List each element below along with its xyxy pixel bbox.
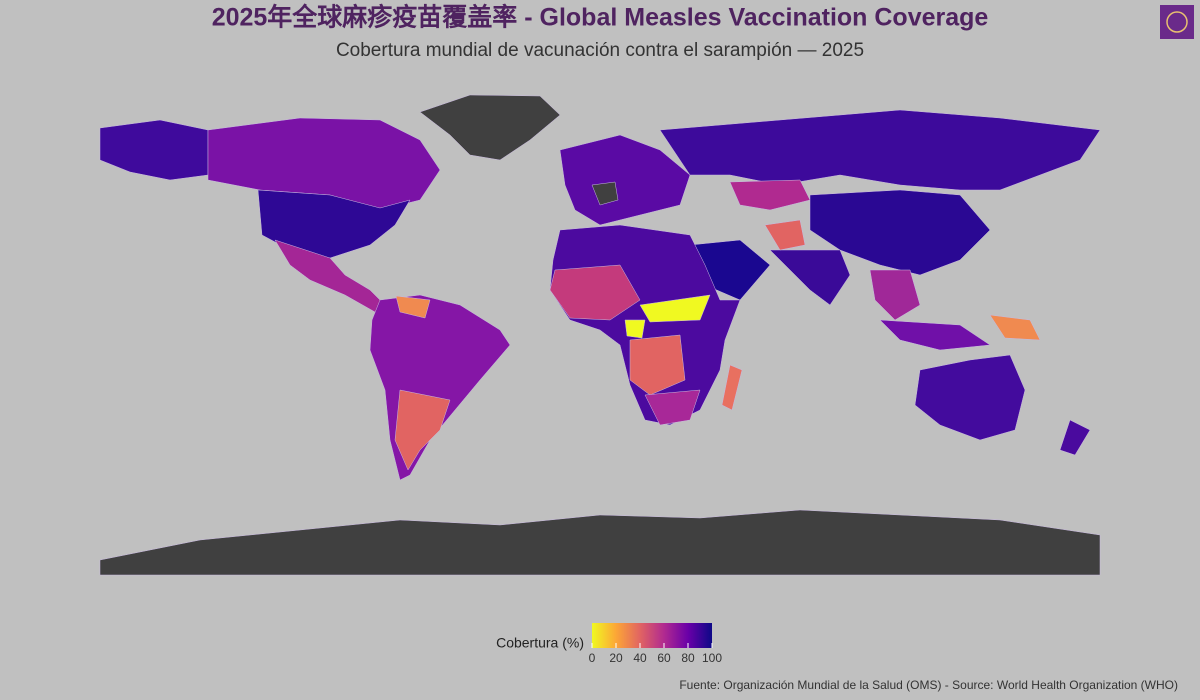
legend-title: Cobertura (%) [496,635,584,651]
colorbar-ticks: 0 20 40 60 80 100 [589,643,722,665]
source-note: Fuente: Organización Mundial de la Salud… [679,678,1178,692]
world-map [99,94,1101,576]
colorbar-tick-label: 100 [702,651,722,665]
colorbar-tick-label: 0 [589,651,596,665]
colorbar-tick-label: 20 [609,651,623,665]
colorbar [592,623,712,648]
colorbar-tick-label: 40 [633,651,647,665]
subtitle: Cobertura mundial de vacunación contra e… [336,40,864,61]
title: 2025年全球麻疹疫苗覆盖率 - Global Measles Vaccinat… [212,3,989,32]
logo [1160,5,1194,39]
colorbar-tick-label: 80 [681,651,695,665]
colorbar-tick-label: 60 [657,651,671,665]
